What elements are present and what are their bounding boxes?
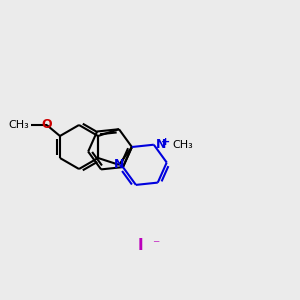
- Text: CH₃: CH₃: [172, 140, 193, 150]
- Text: N: N: [114, 158, 124, 171]
- Text: +: +: [161, 137, 170, 147]
- Text: I: I: [137, 238, 143, 253]
- Text: O: O: [41, 118, 52, 131]
- Text: N: N: [156, 138, 166, 151]
- Text: ⁻: ⁻: [152, 238, 159, 252]
- Text: CH₃: CH₃: [9, 120, 29, 130]
